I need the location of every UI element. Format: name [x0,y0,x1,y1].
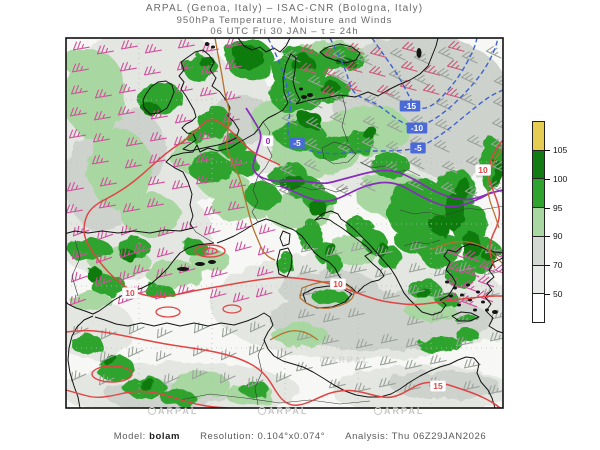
contour-temp-15-africa [66,329,501,408]
svg-text:-15: -15 [404,101,417,111]
colorbar-tick [545,265,550,266]
colorbar-tick [545,294,550,295]
colorbar-scale [532,121,545,323]
contour-temp-minus15 [371,38,478,110]
model-info: Model: bolam [113,431,181,442]
colorbar-label: 95 [553,203,563,213]
colorbar-segment [533,179,544,209]
contour-brown-tunisia [269,330,319,341]
rh-layer-rh100-105 [86,46,503,390]
contour-label: 10 [122,287,138,299]
svg-text:-5: -5 [414,143,422,153]
contour-label: -10 [406,122,428,134]
chart-title-issuers: ARPAL (Genoa, Italy) – ISAC-CNR (Bologna… [145,3,424,14]
colorbar-tick [545,236,550,237]
colorbar-label: 100 [553,174,568,184]
contour-temp-0-a [245,107,503,201]
analysis-info: Analysis: Thu 06Z29JAN2026 [345,431,487,442]
chart-footer: Model: bolam Resolution: 0.104°x0.074° A… [0,431,600,442]
colorbar-label: 90 [553,231,563,241]
model-name: bolam [149,431,181,442]
contour-temp-minus5 [267,38,503,155]
chart-header: ARPAL (Genoa, Italy) – ISAC-CNR (Bologna… [66,3,503,37]
contour-labels: -15 -10 -5 -5 0 10 10 10 15 [122,100,491,392]
colorbar-segment [533,294,544,323]
svg-text:15: 15 [433,381,443,391]
contour-temp-0-b [279,181,493,208]
svg-text:-10: -10 [411,123,424,133]
contour-brown-sicily [299,281,355,309]
colorbar-tick [545,150,550,151]
contour-label: -5 [410,142,426,154]
colorbar-segment [533,236,544,266]
contour-brown-east [487,147,503,229]
graticule [66,38,503,408]
colorbar-segment [533,265,544,295]
resolution-info: Resolution: 0.104°x0.074° [200,431,326,442]
temperature-contours [66,38,503,408]
country-borders [71,94,503,406]
colorbar-segment [533,122,544,151]
analysis-value: Thu 06Z29JAN2026 [391,431,487,442]
contour-brown-aegean [429,241,503,265]
svg-text:10: 10 [125,288,135,298]
contour-temp-red-south [66,389,229,408]
chart-title-field: 950hPa Temperature, Moisture and Winds [176,15,393,26]
colorbar-segment [533,208,544,237]
chart-title-validtime: 06 UTC Fri 30 JAN – τ = 24h [210,26,359,37]
contour-label: 0 [262,135,274,147]
resolution-value: 0.104°x0.074° [257,431,326,442]
colorbar: 105 100 95 90 70 50 [532,121,592,323]
contour-label: 15 [430,380,446,392]
contour-label: 10 [475,164,491,176]
svg-text:10: 10 [478,165,488,175]
contour-temp-minus10 [329,38,499,127]
colorbar-segment [533,150,544,180]
svg-text:10: 10 [333,279,343,289]
colorbar-tick [545,179,550,180]
colorbar-label: 70 [553,260,563,270]
contour-label: -5 [289,137,305,149]
map-border [65,37,504,409]
svg-text:0: 0 [266,136,271,146]
contour-label: 10 [330,278,346,290]
contour-front-brown-france [214,38,276,261]
colorbar-label: 105 [553,145,568,155]
svg-text:-5: -5 [293,138,301,148]
colorbar-tick [545,208,550,209]
contour-label: -15 [399,100,421,112]
colorbar-label: 50 [553,289,563,299]
